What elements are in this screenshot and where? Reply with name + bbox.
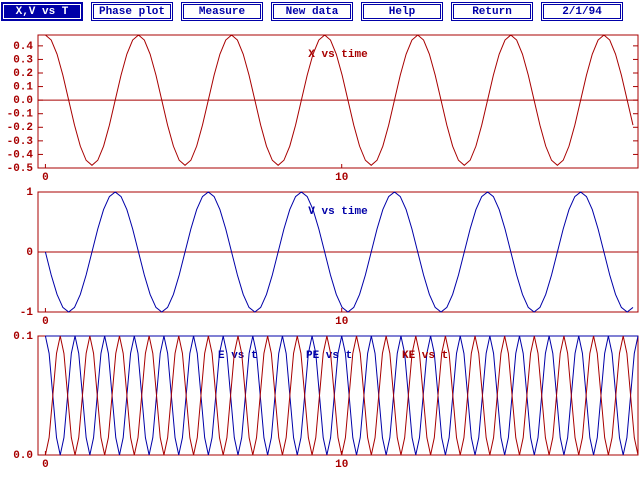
y-tick-label: 0.1 [13,331,33,343]
menu-button[interactable]: New data [271,2,353,21]
menu-button[interactable]: Measure [181,2,263,21]
menu-button[interactable]: X,V vs T [1,2,83,21]
data-line [44,191,634,313]
y-tick-label: -0.2 [7,122,33,134]
x-tick-label: 0 [42,459,49,471]
data-line [44,335,639,456]
legend-label: KE vs t [402,350,448,362]
menu-button[interactable]: Phase plot [91,2,173,21]
chart-title: V vs time [308,206,368,218]
legend-label: E vs t [218,350,258,362]
y-tick-label: -0.3 [7,136,34,148]
x-tick-label: 10 [335,459,348,471]
data-line [44,335,639,456]
y-tick-label: -0.4 [7,149,34,161]
y-tick-label: -0.1 [7,109,34,121]
x-tick-label: 10 [335,172,348,184]
x-tick-label: 10 [335,316,348,328]
y-tick-label: -1 [20,307,34,319]
x-tick-label: 0 [42,316,49,328]
data-line [45,34,634,166]
plot-frame [37,34,639,169]
y-tick-label: 0.0 [13,95,33,107]
y-tick-label: 0 [26,247,33,259]
y-tick-label: 0.0 [13,450,33,462]
y-tick-label: -0.5 [7,163,34,175]
y-tick-label: 1 [26,187,33,199]
chart-title: X vs time [308,49,368,61]
x-tick-label: 0 [42,172,49,184]
y-tick-label: 0.2 [13,68,33,80]
menu-bar: X,V vs T Phase plot Measure New data Help Ret… [0,0,640,24]
legend-label: PE vs t [306,350,352,362]
menu-button[interactable]: 2/1/94 [541,2,623,21]
y-tick-label: 0.4 [13,41,33,53]
menu-button[interactable]: Help [361,2,443,21]
menu-button[interactable]: Return [451,2,533,21]
y-tick-label: 0.1 [13,81,33,93]
y-tick-label: 0.3 [13,54,33,66]
